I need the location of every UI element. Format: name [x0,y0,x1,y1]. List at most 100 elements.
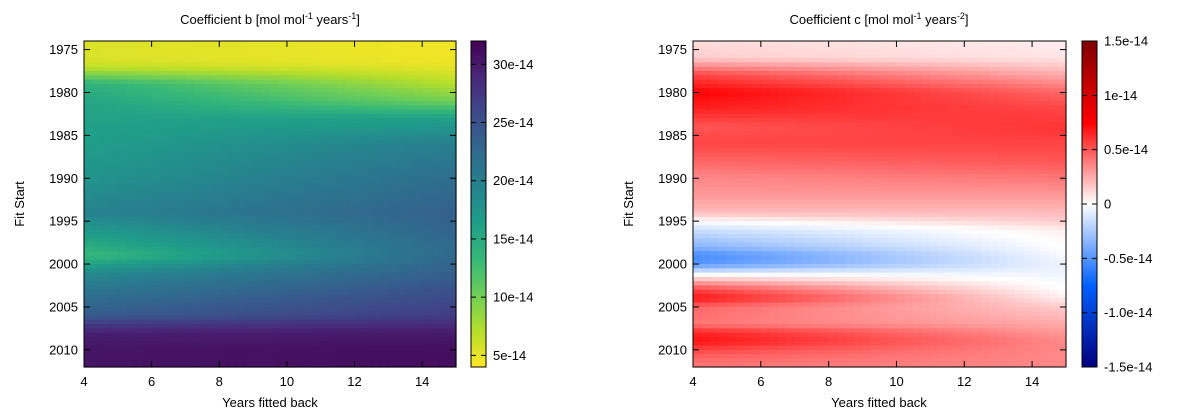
chart-c-heat-cell [845,161,855,166]
chart-b-heat-cell [143,311,153,317]
chart-c-heat-cell [786,96,796,102]
chart-b-heat-cell [177,41,187,46]
chart-b-heat-cell [126,264,136,269]
chart-b-heat-cell [219,294,229,299]
chart-b-heat-cell [303,165,313,171]
chart-b-heat-cell [346,208,356,214]
chart-c-heat-cell [1057,92,1067,98]
chart-b-heat-cell [413,169,423,175]
chart-b-heat-cell [346,173,356,179]
chart-b-heat-cell [278,345,288,351]
chart-b-heat-cell [388,79,398,85]
chart-c-heat-cell [777,83,787,89]
chart-b-heat-cell [430,281,440,287]
chart-b-heat-cell [388,294,398,299]
chart-c-heat-cell [1049,152,1059,158]
chart-b-heat-cell [286,96,296,102]
chart-c-heat-cell [786,113,796,119]
chart-b-heat-cell [430,88,440,94]
chart-b-heat-cell [312,336,322,342]
chart-c-heat-cell [709,148,720,154]
chart-c-heat-cell [786,79,796,85]
chart-c-heat-cell [794,96,804,102]
chart-b-heat-cell [286,135,296,141]
chart-c-heat-cell [955,118,965,124]
chart-b-heat-cell [346,135,356,141]
chart-b-heat-cell [168,49,178,55]
chart-b-heat-cell [219,75,229,81]
chart-b-heat-cell [236,156,246,162]
chart-b-heat-cell [439,101,449,106]
chart-b-heat-cell [261,92,271,98]
chart-b-heat-cell [303,66,313,72]
chart-b-heat-cell [92,204,102,209]
chart-b-heat-cell [236,118,246,124]
chart-c-heat-cell [820,131,830,136]
chart-c-heat-cell [743,182,753,188]
chart-b-heat-cell [286,148,296,154]
chart-b-heat-cell [405,139,415,145]
chart-c-heat-cell [871,88,881,94]
chart-b-heat-cell [202,96,212,102]
chart-b-heat-cell [143,216,153,222]
chart-b-heat-cell [430,62,440,68]
chart-c-heat-cell [972,165,982,171]
chart-b-heat-cell [388,259,398,265]
chart-b-heat-cell [253,139,263,145]
chart-b-heat-cell [143,161,153,166]
chart-c-heat-cell [1049,62,1059,68]
chart-b-heat-cell [227,216,237,222]
chart-c-heat-cell [862,126,872,132]
chart-b-heat-cell [227,131,237,136]
chart-b-heat-cell [270,199,280,205]
chart-b-heat-cell [177,191,187,197]
chart-c-heat-cell [726,161,736,166]
chart-c-heat-cell [981,165,991,171]
chart-c-heat-cell [896,71,906,76]
chart-b-heat-cell [354,306,364,312]
chart-b-heat-cell [295,148,305,154]
chart-b-heat-cell [430,101,440,106]
chart-b-heat-cell [177,336,187,342]
chart-b-heat-cell [261,212,271,218]
chart-c-heat-cell [777,191,787,197]
chart-b-heat-cell [261,96,271,102]
chart-b-heat-cell [177,105,187,111]
chart-b-heat-cell [371,41,381,46]
chart-b-heat-cell [388,212,398,218]
chart-b-heat-cell [177,328,187,334]
chart-c-heat-cell [1023,41,1033,46]
chart-b-heat-cell [371,349,381,355]
chart-b-heat-cell [253,161,263,166]
chart-b-heat-cell [329,212,339,218]
chart-b-heat-cell [253,216,263,222]
chart-c-heat-cell [972,75,982,81]
chart-b-heat-cell [84,264,94,269]
chart-b-heat-cell [219,62,229,68]
chart-b-heat-cell [346,199,356,205]
chart-b-heat-cell [168,83,178,89]
chart-b-heat-cell [160,122,170,128]
chart-b-heat-cell [303,49,313,55]
chart-c-heat-cell [1040,143,1050,149]
chart-c-heat-cell [1049,83,1059,89]
chart-b-heat-cell [100,234,110,239]
chart-c-heat-cell [693,178,703,184]
chart-b-heat-cell [193,264,203,269]
chart-b-heat-cell [379,92,389,98]
chart-c-heat-cell [726,71,736,76]
chart-b-heat-cell [363,264,373,269]
chart-b-heat-cell [193,66,203,72]
chart-b-heat-cell [253,182,263,188]
chart-c-heat-cell [913,143,923,149]
chart-c-heat-cell [1023,148,1033,154]
chart-c-heat-cell [837,118,847,124]
chart-b-heat-cell [236,358,246,364]
chart-b-heat-cell [346,332,356,338]
chart-b-heat-cell [210,83,220,89]
chart-b-heat-cell [346,289,356,295]
chart-b-heat-cell [227,341,237,347]
chart-b-heat-cell [396,272,406,278]
chart-b-heat-cell [151,75,161,81]
chart-c-heat-cell [811,41,821,46]
